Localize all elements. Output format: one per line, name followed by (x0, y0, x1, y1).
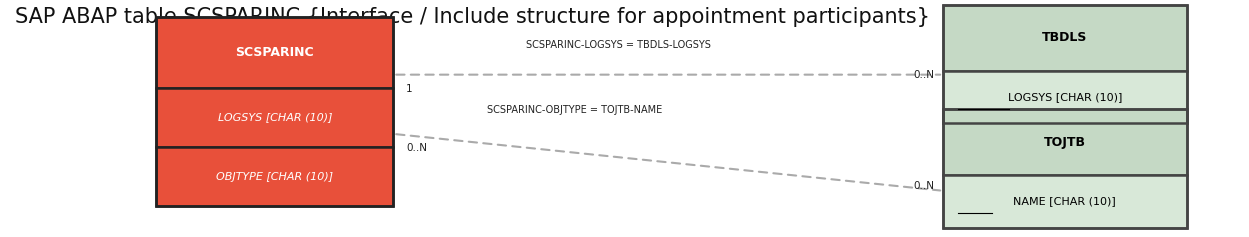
Text: 0..N: 0..N (406, 143, 427, 153)
FancyBboxPatch shape (156, 88, 393, 147)
Text: 1: 1 (406, 84, 412, 94)
Text: SAP ABAP table SCSPARINC {Interface / Include structure for appointment particip: SAP ABAP table SCSPARINC {Interface / In… (15, 7, 929, 27)
Text: LOGSYS [CHAR (10)]: LOGSYS [CHAR (10)] (217, 112, 332, 122)
FancyBboxPatch shape (943, 71, 1187, 123)
Text: LOGSYS [CHAR (10)]: LOGSYS [CHAR (10)] (1008, 92, 1122, 102)
Text: 0..N: 0..N (913, 70, 934, 80)
Text: NAME [CHAR (10)]: NAME [CHAR (10)] (1013, 196, 1117, 206)
FancyBboxPatch shape (156, 17, 393, 88)
Text: TBDLS: TBDLS (1042, 32, 1088, 44)
Text: TOJTB: TOJTB (1044, 136, 1085, 149)
FancyBboxPatch shape (943, 175, 1187, 228)
Text: SCSPARINC-LOGSYS = TBDLS-LOGSYS: SCSPARINC-LOGSYS = TBDLS-LOGSYS (526, 40, 711, 50)
FancyBboxPatch shape (943, 109, 1187, 175)
Text: SCSPARINC-OBJTYPE = TOJTB-NAME: SCSPARINC-OBJTYPE = TOJTB-NAME (487, 105, 662, 115)
Text: OBJTYPE [CHAR (10)]: OBJTYPE [CHAR (10)] (216, 172, 333, 182)
FancyBboxPatch shape (943, 5, 1187, 71)
Text: SCSPARINC: SCSPARINC (236, 46, 313, 59)
FancyBboxPatch shape (156, 147, 393, 206)
Text: 0..N: 0..N (913, 181, 934, 191)
